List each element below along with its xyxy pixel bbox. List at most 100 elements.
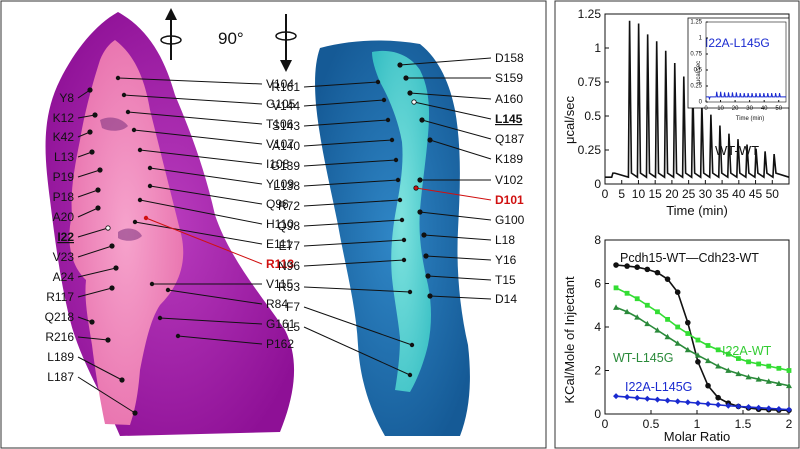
leader-line bbox=[303, 81, 379, 88]
residue-label-a140: A140 bbox=[272, 139, 300, 153]
residue-label-g100: G100 bbox=[495, 213, 525, 227]
leader-line bbox=[77, 376, 136, 414]
leader-line bbox=[167, 289, 263, 305]
leader-line bbox=[77, 227, 109, 238]
residue-label-h110: H110 bbox=[266, 217, 294, 231]
x-tick-label: 1.5 bbox=[735, 417, 752, 431]
data-point bbox=[674, 398, 681, 405]
data-point bbox=[685, 331, 691, 336]
anchor-dot bbox=[417, 177, 423, 183]
data-point bbox=[684, 346, 691, 353]
y-tick-label: 0.25 bbox=[690, 84, 702, 90]
series-label-i22a-wt: I22A-WT bbox=[722, 344, 772, 358]
residue-label-d101: D101 bbox=[495, 193, 524, 207]
data-point bbox=[715, 363, 722, 369]
data-point bbox=[765, 378, 772, 384]
residue-label-a160: A160 bbox=[495, 92, 523, 106]
leader-line bbox=[149, 185, 263, 205]
y-tick-label: 0 bbox=[594, 177, 601, 191]
x-tick-label: 25 bbox=[682, 187, 696, 201]
bottom-plot-ylabel: KCal/Mole of Injectant bbox=[562, 276, 577, 404]
x-tick-label: 2 bbox=[786, 417, 793, 431]
residue-label-r84: R84 bbox=[266, 297, 288, 311]
data-point bbox=[715, 347, 721, 353]
x-tick-label: 5 bbox=[618, 187, 625, 201]
data-point bbox=[624, 394, 631, 401]
residue-label-s143: S143 bbox=[272, 119, 300, 133]
leader-line bbox=[77, 336, 109, 341]
anchor-dot bbox=[421, 232, 427, 238]
anchor-dot bbox=[397, 197, 403, 203]
data-point bbox=[745, 404, 752, 411]
residue-label-q218: Q218 bbox=[45, 310, 75, 324]
anchor-dot bbox=[131, 127, 137, 133]
residue-label-n96: N96 bbox=[278, 259, 300, 273]
anchor-dot bbox=[425, 273, 431, 279]
residue-label-k42: K42 bbox=[53, 130, 75, 144]
y-tick-label: 0.75 bbox=[578, 75, 602, 89]
residue-label-r216: R216 bbox=[45, 330, 74, 344]
anchor-dot bbox=[125, 109, 131, 115]
data-point bbox=[654, 327, 661, 333]
anchor-dot bbox=[397, 62, 403, 68]
leader-line bbox=[133, 129, 263, 145]
residue-label-k12: K12 bbox=[53, 111, 75, 125]
anchor-dot bbox=[89, 149, 95, 155]
data-point bbox=[674, 340, 681, 346]
residue-label-v102: V102 bbox=[495, 173, 523, 187]
anchor-dot bbox=[401, 257, 407, 263]
x-tick-label: 20 bbox=[665, 187, 679, 201]
residue-label-r117: R117 bbox=[46, 290, 74, 304]
data-point bbox=[725, 402, 732, 409]
residue-label-d14: D14 bbox=[495, 292, 517, 306]
data-point bbox=[634, 264, 640, 270]
x-tick-label: 15 bbox=[649, 187, 663, 201]
residue-label-e77: E77 bbox=[279, 239, 301, 253]
residue-label-y16: Y16 bbox=[495, 253, 517, 267]
y-tick-label: 8 bbox=[594, 233, 601, 247]
residue-label-s159: S159 bbox=[495, 71, 523, 85]
itc-raw-plot: μcal/sec Time (min) WT-WT 0 5 10 15 20 25 30 35… bbox=[562, 7, 790, 218]
anchor-dot bbox=[87, 129, 93, 135]
anchor-dot bbox=[105, 225, 111, 231]
data-point bbox=[765, 405, 772, 412]
cdh23-residue-labels: R161 V144 S143 A140 G139 L138 R72 Q98 E77 N96 R93 F… bbox=[271, 51, 525, 378]
leader-line bbox=[303, 326, 411, 376]
anchor-dot bbox=[409, 342, 415, 348]
x-tick-label: 0 bbox=[602, 187, 609, 201]
data-point bbox=[674, 289, 681, 296]
data-point bbox=[775, 405, 782, 412]
data-point bbox=[695, 359, 701, 365]
data-point bbox=[613, 393, 620, 400]
itc-panel-frame bbox=[554, 0, 800, 449]
residue-label-i22: I22 bbox=[57, 230, 74, 244]
anchor-dot bbox=[115, 75, 121, 81]
residue-label-r113: R113 bbox=[266, 257, 294, 271]
data-point bbox=[775, 380, 782, 386]
data-point bbox=[786, 368, 792, 373]
y-tick-label: 0 bbox=[594, 407, 601, 421]
leader-line bbox=[425, 255, 492, 261]
data-point bbox=[644, 395, 651, 402]
leader-line bbox=[127, 111, 263, 125]
residue-label-g139: G139 bbox=[271, 159, 301, 173]
anchor-dot bbox=[389, 137, 395, 143]
leader-line bbox=[303, 199, 401, 207]
inset-plot: I22A-L145G μcal/sec Time (min) 0 10 20 30 40… bbox=[687, 17, 790, 122]
residue-label-l5: L5 bbox=[287, 320, 301, 334]
leader-line bbox=[77, 245, 113, 258]
data-point bbox=[735, 370, 742, 377]
leader-line bbox=[413, 101, 492, 120]
residue-label-a20: A20 bbox=[53, 210, 75, 224]
anchor-dot bbox=[92, 112, 98, 118]
leader-line bbox=[117, 77, 263, 85]
x-tick-label: 0.5 bbox=[643, 417, 660, 431]
anchor-dot bbox=[137, 197, 143, 203]
residue-label-r93: R93 bbox=[278, 280, 300, 294]
leader-line bbox=[303, 119, 389, 127]
top-plot-xlabel: Time (min) bbox=[666, 203, 728, 218]
anchor-dot bbox=[413, 185, 419, 191]
anchor-dot bbox=[403, 75, 409, 81]
data-point bbox=[786, 382, 792, 389]
